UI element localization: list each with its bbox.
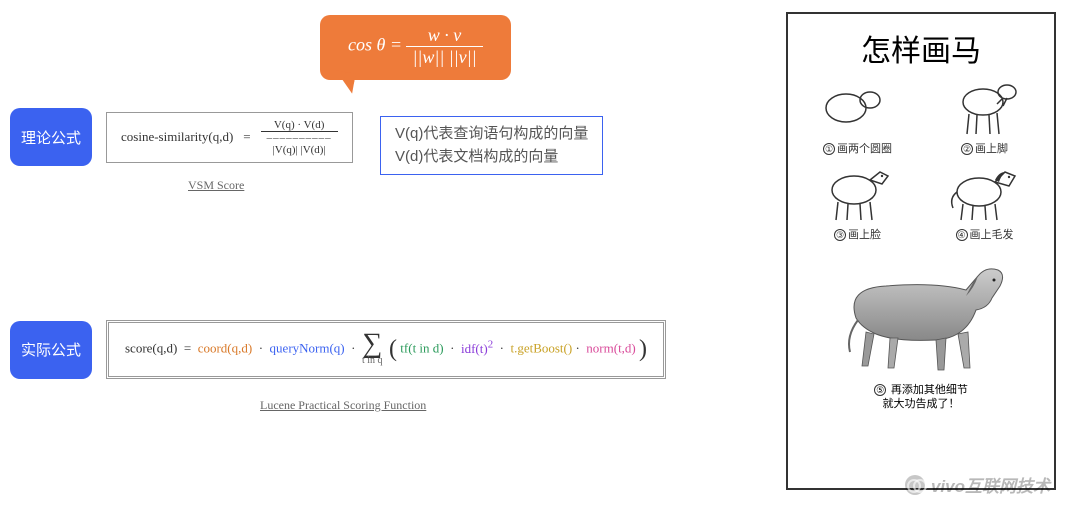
step3-label: 画上脸 (848, 229, 881, 241)
step-3: ③画上脸 (798, 162, 917, 242)
step2-label: 画上脚 (975, 143, 1008, 155)
watermark-text: vivo互联网技术 (931, 472, 1050, 497)
vector-note: V(q)代表查询语句构成的向量 V(d)代表文档构成的向量 (380, 116, 603, 175)
vsm-dash: –––––––––– (261, 132, 338, 144)
rparen: ) (639, 336, 647, 362)
step3-num: ③ (834, 229, 846, 241)
luc-idf: idf(t)2 (461, 341, 493, 356)
step-2: ②画上脚 (925, 76, 1044, 156)
theory-row: 理论公式 cosine-similarity(q,d) = V(q) · V(d… (10, 108, 353, 166)
wechat-icon (905, 475, 925, 495)
dot3: · (450, 341, 454, 356)
vsm-caption: VSM Score (188, 178, 244, 193)
step1-num: ① (823, 143, 835, 155)
tutorial-title: 怎样画马 (798, 26, 1044, 70)
step2-num: ② (961, 143, 973, 155)
cos-fraction: w · v ||w|| ||v|| (406, 25, 482, 68)
luc-lhs: score(q,d) (125, 341, 177, 356)
step5-num: ⑤ (874, 384, 886, 396)
cos-lhs: cos θ = (348, 35, 402, 55)
lucene-formula: score(q,d) = coord(q,d) · queryNorm(q) ·… (106, 320, 666, 379)
vsm-num: V(q) · V(d) (261, 119, 338, 132)
step-1: ①画两个圆圈 (798, 76, 917, 156)
lparen: ( (389, 336, 397, 362)
vsm-formula: cosine-similarity(q,d) = V(q) · V(d) –––… (106, 112, 353, 163)
step5-line1: 再添加其他细节 (891, 384, 968, 396)
luc-eq: = (184, 341, 191, 356)
idf-sq: 2 (488, 338, 493, 350)
cos-den: ||w|| ||v|| (406, 47, 482, 68)
practice-badge: 实际公式 (10, 321, 92, 379)
dot2: · (351, 341, 355, 356)
sigma-icon: ∑ (362, 333, 382, 355)
main-panel: cos θ = w · v ||w|| ||v|| 理论公式 cosine-si… (10, 10, 750, 500)
vsm-lhs: cosine-similarity(q,d) (121, 129, 233, 145)
practice-row: 实际公式 score(q,d) = coord(q,d) · queryNorm… (10, 320, 666, 379)
watermark: vivo互联网技术 (905, 472, 1050, 497)
step-5: ⑤ 再添加其他细节 就大功告成了！ (798, 248, 1044, 412)
steps-grid: ①画两个圆圈 ②画上脚 ③画上脸 ④画上毛发 (798, 76, 1044, 242)
dot4: · (500, 341, 504, 356)
luc-tf: tf(t in d) (400, 341, 443, 356)
step4-num: ④ (956, 229, 968, 241)
step2-drawing (935, 76, 1035, 138)
step-4: ④画上毛发 (925, 162, 1044, 242)
dot1: · (259, 341, 263, 356)
vsm-eq: = (243, 129, 250, 145)
step4-label: 画上毛发 (970, 229, 1014, 241)
step1-label: 画两个圆圈 (837, 143, 892, 155)
cosine-bubble: cos θ = w · v ||w|| ||v|| (320, 15, 511, 80)
luc-qnorm: queryNorm(q) (270, 341, 345, 356)
step3-drawing (808, 162, 908, 224)
lucene-caption: Lucene Practical Scoring Function (260, 398, 426, 413)
vsm-den: |V(q)| |V(d)| (261, 144, 338, 156)
step4-drawing (935, 162, 1035, 224)
step5-line2: 就大功告成了！ (883, 398, 960, 410)
horse-tutorial: 怎样画马 ①画两个圆圈 ②画上脚 ③画上脸 ④画上毛发 (786, 12, 1056, 490)
luc-boost: t.getBoost() (510, 341, 572, 356)
luc-norm: norm(t,d) (586, 341, 635, 356)
note-line2: V(d)代表文档构成的向量 (395, 146, 588, 169)
theory-badge: 理论公式 (10, 108, 92, 166)
note-line1: V(q)代表查询语句构成的向量 (395, 123, 588, 146)
dot5: · (575, 341, 579, 356)
cos-num: w · v (406, 25, 482, 47)
luc-coord: coord(q,d) (198, 341, 253, 356)
vsm-frac: V(q) · V(d) –––––––––– |V(q)| |V(d)| (261, 119, 338, 156)
step1-drawing (808, 76, 908, 138)
final-horse (816, 248, 1026, 376)
idf-base: idf(t) (461, 341, 488, 356)
sigma-sub: t in q (362, 355, 383, 366)
